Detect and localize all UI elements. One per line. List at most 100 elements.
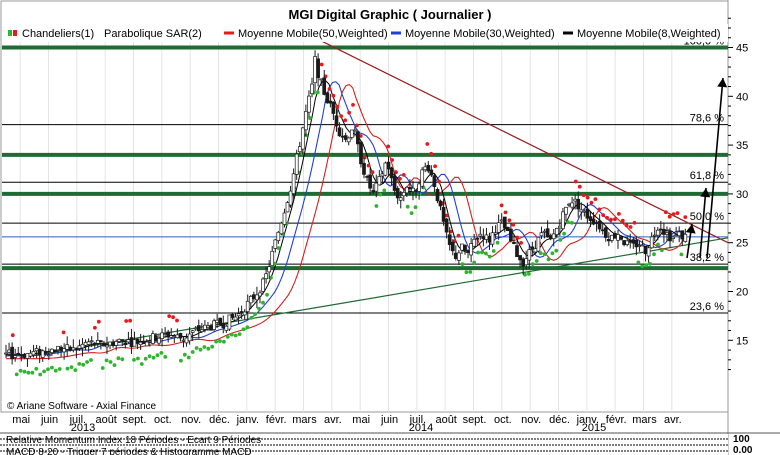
candle-body <box>499 219 504 222</box>
candle-body <box>212 320 216 330</box>
sar-dot <box>511 222 516 227</box>
fib-label: 50,0 % <box>690 211 724 223</box>
candle-body <box>395 188 400 199</box>
sar-dot <box>382 188 387 193</box>
candle-body <box>652 234 657 237</box>
candle-body <box>426 164 431 172</box>
candle-body <box>548 235 553 240</box>
sar-dot <box>671 212 676 217</box>
sar-dot <box>175 318 179 323</box>
candle-body <box>255 294 259 301</box>
sar-dot <box>30 370 35 375</box>
parabolic-sar-dots <box>10 62 688 377</box>
candle-body <box>99 340 103 343</box>
sar-dot <box>593 197 598 202</box>
candle-body <box>444 218 449 233</box>
sar-dot <box>327 87 332 91</box>
sar-dot <box>42 369 46 374</box>
candle-body <box>206 325 210 328</box>
candle-body <box>551 233 556 240</box>
sar-dot <box>550 251 555 256</box>
candle-body <box>135 338 140 344</box>
candle-body <box>166 331 171 338</box>
candle-body <box>37 349 42 356</box>
candle-body <box>224 325 229 331</box>
candle-body <box>591 218 596 225</box>
candle-body <box>304 111 308 131</box>
candle-body <box>509 228 513 242</box>
candle-body <box>383 162 388 176</box>
rmi-panel-label: Relative Momentum Index 18 Périodes - Ec… <box>6 435 261 446</box>
arrow-to-100pct-head <box>717 78 728 88</box>
candle-body <box>325 92 330 104</box>
x-month-label: févr. <box>266 414 287 426</box>
candle-body <box>172 335 177 338</box>
candle-body <box>481 236 486 240</box>
ma8-line <box>6 80 687 356</box>
candle-body <box>163 333 167 335</box>
x-month-label: juil. <box>69 414 87 426</box>
sar-dot <box>116 356 121 361</box>
sar-dot <box>425 142 430 146</box>
sar-dot <box>480 250 484 255</box>
candle-body <box>374 182 379 192</box>
sar-dot <box>585 195 590 200</box>
x-month-label: mars <box>632 414 657 426</box>
arrow-to-100pct <box>706 77 724 259</box>
candle-body <box>490 232 495 245</box>
candle-body <box>77 345 82 349</box>
sar-dot <box>179 358 183 363</box>
sar-dot <box>401 173 406 177</box>
sar-dot <box>65 366 70 371</box>
candle-body <box>50 348 54 353</box>
sar-dot <box>315 90 320 95</box>
sar-dot <box>214 339 219 344</box>
candle-body <box>297 146 302 153</box>
candle-body <box>420 169 425 187</box>
sar-dot <box>366 163 371 168</box>
x-month-label: mai <box>352 414 370 426</box>
sar-dot <box>18 368 23 373</box>
candle-body <box>460 243 464 251</box>
candle-body <box>585 208 590 219</box>
sar-dot <box>93 325 97 330</box>
candle-body <box>83 342 88 346</box>
sar-dot <box>390 158 394 162</box>
candle-body <box>279 222 284 235</box>
candle-body <box>411 187 415 192</box>
candle-body <box>478 233 483 237</box>
candle-body <box>662 228 666 235</box>
sar-dot <box>370 170 375 175</box>
legend-background <box>2 24 728 42</box>
candle-body <box>655 229 660 236</box>
candle-body <box>19 354 24 357</box>
candle-body <box>646 247 651 257</box>
sar-dot <box>210 344 215 349</box>
candle-body <box>570 202 574 208</box>
sar-dot <box>229 332 234 337</box>
candle-body <box>628 240 633 243</box>
moving-averages <box>6 80 687 360</box>
candle-body <box>300 127 305 150</box>
candle-body <box>340 135 345 138</box>
candle-body <box>579 209 584 213</box>
sar-dot <box>503 210 508 215</box>
sar-dot <box>194 346 199 350</box>
sar-dot <box>472 260 477 265</box>
candle-body <box>160 332 164 339</box>
sar-dot <box>378 192 383 197</box>
candle-body <box>417 183 421 192</box>
candle-body <box>677 231 682 237</box>
candle-body <box>668 230 672 242</box>
candle-body <box>530 246 535 250</box>
candle-body <box>447 234 452 245</box>
candle-body <box>328 100 333 104</box>
x-month-label: févr. <box>606 414 627 426</box>
sar-dot <box>85 360 89 364</box>
candle-body <box>616 234 620 241</box>
legend: Chandeliers(1) Parabolique SAR(2) Moyenne … <box>2 24 728 42</box>
candle-body <box>13 355 18 358</box>
candle-body <box>371 190 376 193</box>
candle-body <box>227 314 232 330</box>
